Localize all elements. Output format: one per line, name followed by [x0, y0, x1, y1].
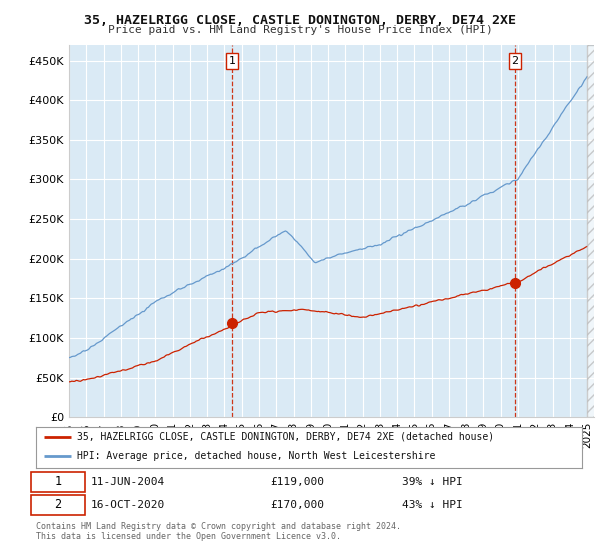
Text: 11-JUN-2004: 11-JUN-2004 — [91, 477, 165, 487]
Text: £119,000: £119,000 — [271, 477, 325, 487]
Text: 1: 1 — [229, 56, 236, 66]
Text: 35, HAZELRIGG CLOSE, CASTLE DONINGTON, DERBY, DE74 2XE: 35, HAZELRIGG CLOSE, CASTLE DONINGTON, D… — [84, 14, 516, 27]
Text: £170,000: £170,000 — [271, 500, 325, 510]
Text: Contains HM Land Registry data © Crown copyright and database right 2024.
This d: Contains HM Land Registry data © Crown c… — [36, 522, 401, 542]
Text: HPI: Average price, detached house, North West Leicestershire: HPI: Average price, detached house, Nort… — [77, 451, 436, 461]
Text: 2: 2 — [512, 56, 518, 66]
Text: 39% ↓ HPI: 39% ↓ HPI — [402, 477, 463, 487]
Text: Price paid vs. HM Land Registry's House Price Index (HPI): Price paid vs. HM Land Registry's House … — [107, 25, 493, 35]
FancyBboxPatch shape — [31, 472, 85, 492]
FancyBboxPatch shape — [31, 494, 85, 515]
Text: 2: 2 — [54, 498, 61, 511]
Text: 16-OCT-2020: 16-OCT-2020 — [91, 500, 165, 510]
Bar — [587, 45, 596, 417]
Text: 43% ↓ HPI: 43% ↓ HPI — [402, 500, 463, 510]
Text: 35, HAZELRIGG CLOSE, CASTLE DONINGTON, DERBY, DE74 2XE (detached house): 35, HAZELRIGG CLOSE, CASTLE DONINGTON, D… — [77, 432, 494, 441]
Text: 1: 1 — [54, 475, 61, 488]
